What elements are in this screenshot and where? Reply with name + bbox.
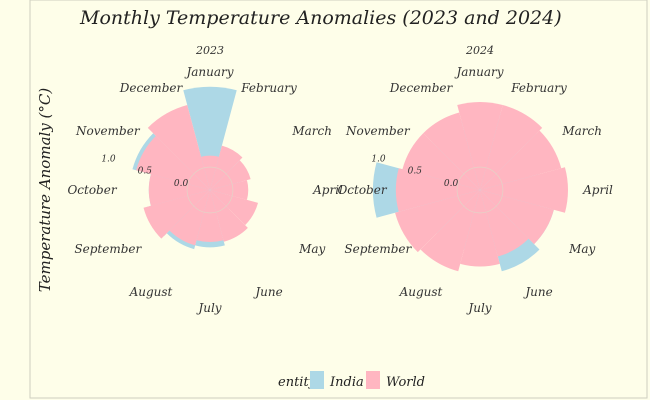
month-label-may: May (568, 242, 595, 256)
month-label-february: February (510, 81, 567, 95)
bar-world-march (210, 160, 251, 190)
month-label-december: December (119, 81, 184, 95)
month-label-march: March (561, 124, 602, 138)
bar-world-april (210, 180, 249, 200)
radial-tick-label: 1.0 (101, 155, 116, 165)
bars (132, 86, 259, 250)
month-labels: January February March April May June July Augu… (67, 65, 343, 315)
legend-item-world: World (366, 371, 425, 390)
legend-title: entity (278, 375, 317, 390)
polar-panel-2024: 2024 January February March April May June July… (337, 44, 613, 315)
month-label-april: April (582, 183, 613, 197)
bar-world-december (147, 105, 210, 190)
panel-label: 2023 (195, 44, 224, 57)
legend: entity India World (278, 371, 425, 390)
bar-world-september (395, 190, 480, 253)
chart-frame (29, 0, 648, 399)
polar-panel-2023: 2023 January February March April May June July… (67, 44, 343, 315)
bar-world-march (480, 130, 562, 190)
bar-world-july (196, 190, 224, 243)
month-label-january: January (453, 65, 503, 79)
month-labels: January February March April May June July Augu… (337, 65, 613, 315)
bar-world-november (402, 133, 480, 190)
bar-world-may (210, 190, 259, 226)
month-label-october: October (67, 183, 117, 197)
month-label-december: December (389, 81, 454, 95)
bar-world-january (201, 155, 219, 190)
panel-label: 2024 (465, 44, 494, 57)
month-label-january: January (183, 65, 233, 79)
radial-tick-label: 1.0 (371, 155, 386, 165)
month-label-june: June (252, 285, 282, 299)
legend-swatch (310, 371, 324, 389)
radial-tick-label: 0.0 (444, 179, 459, 189)
bar-world-august (420, 190, 480, 272)
legend-label: India (329, 375, 364, 390)
month-label-april: April (312, 183, 343, 197)
month-label-may: May (298, 242, 325, 256)
month-label-september: September (344, 242, 412, 256)
radial-tick-label: 0.0 (174, 179, 189, 189)
bar-world-august (169, 190, 210, 246)
bar-world-september (143, 190, 210, 239)
bar-world-january (457, 102, 503, 190)
month-label-february: February (240, 81, 297, 95)
legend-swatch (366, 371, 380, 389)
y-axis-label: Temperature Anomaly (°C) (36, 88, 54, 293)
bar-world-december (423, 112, 480, 190)
bar-world-february (210, 145, 243, 190)
month-label-august: August (129, 285, 173, 299)
grid-ring (186, 166, 234, 214)
bar-world-april (480, 167, 568, 213)
legend-item-india: India (310, 371, 364, 390)
bar-world-february (480, 105, 543, 190)
month-label-november: November (345, 124, 411, 138)
bar-world-june (480, 190, 529, 257)
chart-title: Monthly Temperature Anomalies (2023 and … (79, 7, 562, 29)
month-label-october: October (337, 183, 387, 197)
radial-ticks: 0.0 0.5 1.0 (101, 155, 188, 189)
radial-tick-label: 0.5 (408, 167, 423, 177)
radial-tick-label: 0.5 (138, 167, 153, 177)
month-label-march: March (291, 124, 332, 138)
month-label-july: July (465, 301, 491, 315)
radial-ticks: 0.0 0.5 1.0 (371, 155, 458, 189)
month-label-june: June (522, 285, 552, 299)
polar-panels: 2023 January February March April May June July… (67, 44, 613, 315)
month-label-september: September (74, 242, 142, 256)
grid-ring (456, 166, 504, 214)
bar-world-july (460, 190, 500, 267)
legend-label: World (386, 375, 425, 390)
bar-world-october (148, 174, 210, 206)
month-label-november: November (75, 124, 141, 138)
bar-world-october (395, 168, 480, 212)
month-label-august: August (399, 285, 443, 299)
bar-world-june (210, 190, 248, 242)
month-label-july: July (195, 301, 221, 315)
bar-india-january (183, 86, 237, 190)
